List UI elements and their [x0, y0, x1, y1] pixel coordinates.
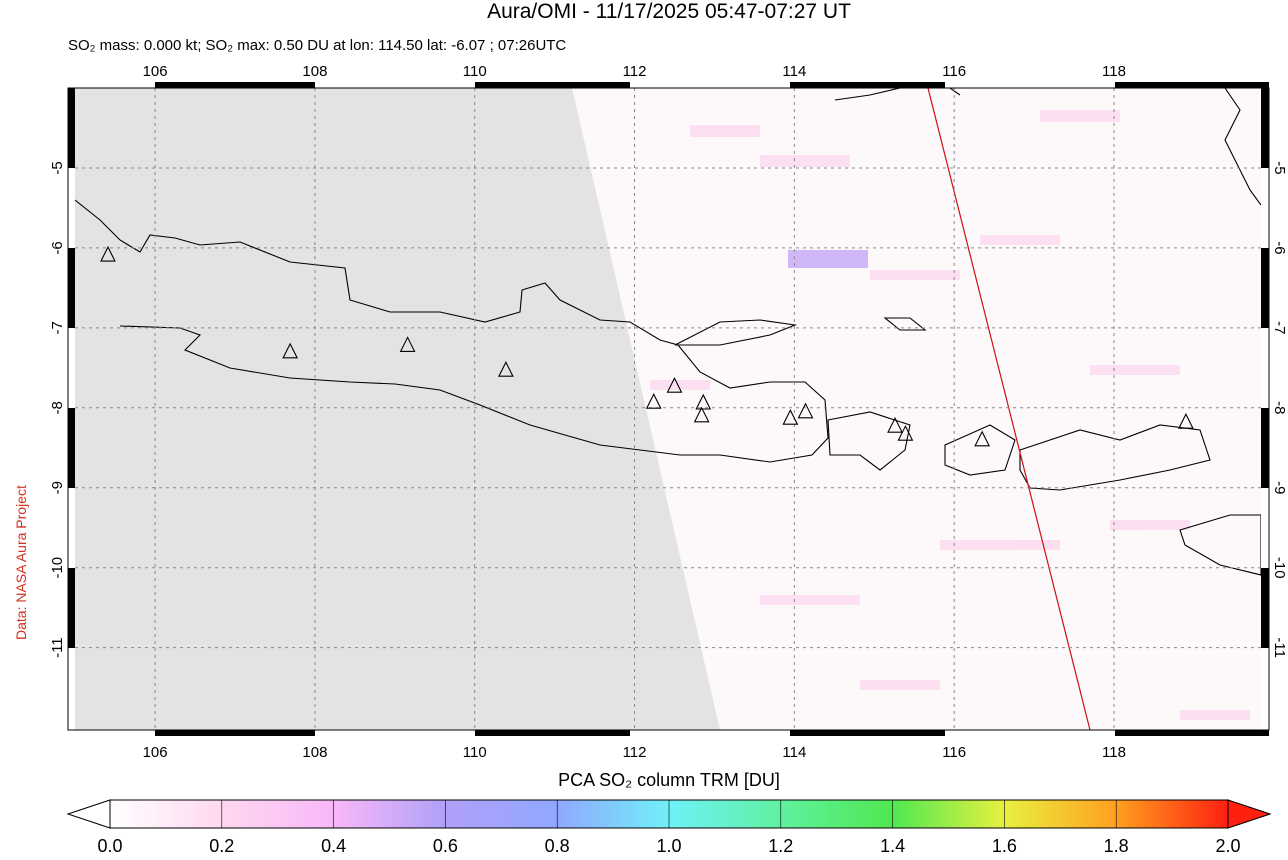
volcano: [974, 430, 991, 447]
volcano: [497, 360, 514, 377]
lat-label-right: -5: [1271, 161, 1288, 174]
orbit-edge: [927, 88, 1091, 730]
lat-label-left: -10: [49, 557, 66, 579]
colorbar-over: [1227, 799, 1272, 829]
axes: 106 106 108 108 110 110 112 112 114 114 116 116 118 1…: [49, 63, 1288, 761]
lat-label-right: -8: [1271, 401, 1288, 414]
volcano: [666, 376, 683, 393]
colorbar-label: PCA SO₂ column TRM [DU]: [558, 770, 780, 790]
volcano: [797, 402, 814, 419]
lon-label-top: 114: [782, 63, 806, 80]
subtitle: SO₂ mass: 0.000 kt; SO₂ max: 0.50 DU at …: [68, 37, 566, 54]
volcano: [100, 245, 116, 262]
lon-label-bottom: 106: [143, 744, 168, 761]
colorbar-tick-label: 0.8: [545, 836, 570, 855]
lon-label-top: 106: [143, 63, 168, 80]
lat-label-left: -8: [49, 401, 66, 414]
lon-label-top: 110: [463, 63, 487, 80]
lon-label-bottom: 114: [782, 744, 806, 761]
no-data-region: [75, 88, 720, 730]
lat-label-left: -9: [49, 481, 66, 494]
grid: [75, 88, 1261, 730]
volcano: [645, 392, 662, 409]
lon-label-bottom: 118: [1102, 744, 1126, 761]
lat-label-left: -6: [49, 241, 66, 254]
volcano: [897, 424, 914, 441]
lat-label-right: -11: [1271, 637, 1288, 658]
colorbar-tick-label: 1.0: [656, 836, 681, 855]
lat-label-left: -11: [49, 637, 66, 658]
lon-label-top: 118: [1102, 63, 1126, 80]
colorbar-tick-label: 1.4: [880, 836, 905, 855]
so2-max-pixel: [788, 250, 868, 268]
lon-label-bottom: 110: [463, 744, 487, 761]
volcano: [887, 416, 903, 433]
volcano: [695, 393, 712, 410]
so2-pixels: [650, 110, 1250, 720]
credit: Data: NASA Aura Project: [13, 485, 29, 640]
lat-label-right: -10: [1271, 557, 1288, 579]
volcano: [1178, 412, 1194, 429]
colorbar-under: [66, 799, 111, 829]
colorbar-tick-label: 0.0: [97, 836, 122, 855]
lon-label-top: 112: [623, 63, 647, 80]
volcanoes: [100, 245, 1194, 447]
lon-label-bottom: 116: [942, 744, 966, 761]
map-area: [75, 88, 1261, 730]
lon-label-top: 108: [302, 63, 327, 80]
lat-label-right: -7: [1271, 321, 1288, 334]
colorbar-tick-label: 0.4: [321, 836, 346, 855]
colorbar-tick-label: 1.6: [992, 836, 1017, 855]
lon-label-bottom: 112: [623, 744, 647, 761]
frame-bars: [68, 82, 1269, 736]
lat-label-right: -6: [1271, 241, 1288, 254]
title: Aura/OMI - 11/17/2025 05:47-07:27 UT: [487, 0, 851, 23]
volcano: [282, 342, 299, 359]
colorbar-tick-label: 0.6: [433, 836, 458, 855]
colorbar-tick-label: 2.0: [1215, 836, 1240, 855]
volcano: [399, 336, 416, 352]
colorbar-tick-label: 1.8: [1104, 836, 1129, 855]
lon-label-bottom: 108: [302, 744, 327, 761]
lat-label-right: -9: [1271, 481, 1288, 494]
lat-label-left: -5: [49, 161, 66, 174]
colorbar-ticks: 0.0 0.2 0.4 0.6 0.8 1.0 1.2 1.4 1.6 1.8 2.0: [97, 800, 1241, 856]
lat-label-left: -7: [49, 321, 66, 334]
colorbar-tick-label: 1.2: [768, 836, 793, 855]
colorbar-tick-label: 0.2: [209, 836, 234, 855]
volcano: [782, 408, 799, 425]
lon-label-top: 116: [942, 63, 966, 80]
volcano: [693, 406, 710, 423]
